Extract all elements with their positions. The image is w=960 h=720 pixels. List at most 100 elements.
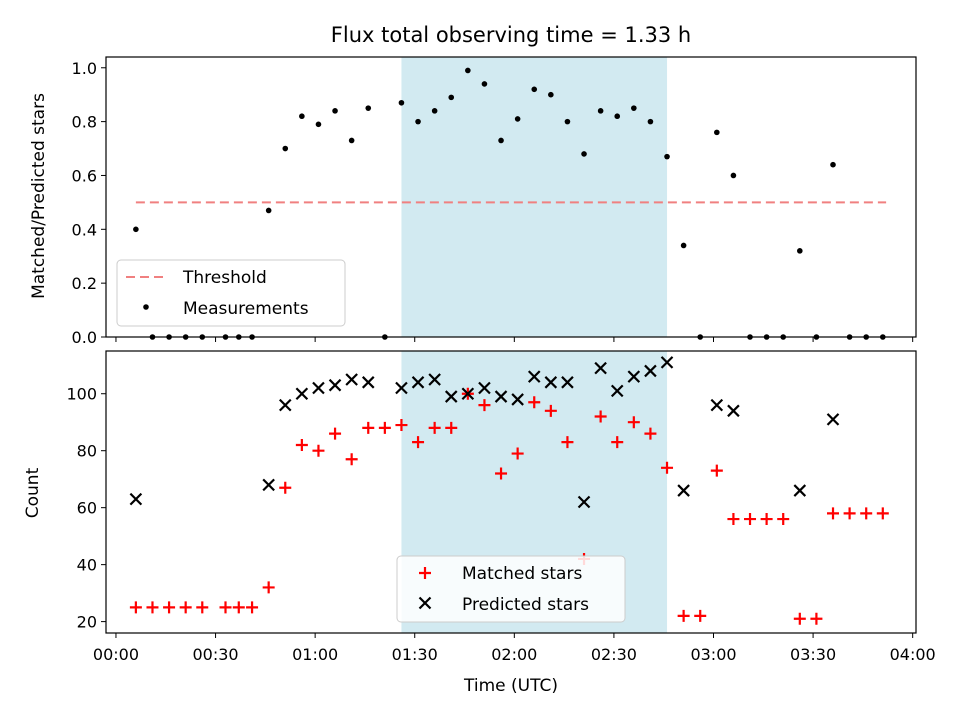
measurement-point [315,121,322,128]
matched-star-point [232,601,245,614]
matched-star-point [478,399,491,412]
top-y-tick-label: 0.4 [72,220,97,239]
predicted-star-point [295,387,309,401]
predicted-star-point [577,495,591,509]
measurement-point [631,105,637,111]
figure-title: Flux total observing time = 1.33 h [331,23,691,47]
measurement-point [398,99,405,106]
predicted-star-point [444,390,458,403]
matched-star-point [677,609,690,622]
matched-star-point [412,436,425,449]
bottom-y-tick-label: 100 [66,385,97,404]
predicted-star-point [710,398,724,412]
measurement-point [431,108,438,114]
predicted-star-point [527,370,541,383]
legend-predicted-swatch [418,596,432,610]
matched-star-point [876,507,889,520]
predicted-star-point [826,413,840,426]
x-tick-label: 02:30 [591,645,637,664]
measurement-point [365,105,372,111]
predicted-star-point [660,356,674,369]
matched-star-point [495,467,508,480]
predicted-star-point [361,376,375,389]
measurement-point [481,81,488,87]
top-legend-box [116,259,346,327]
bottom-y-tick-label: 60 [77,499,97,518]
x-tick-label: 04:00 [890,645,936,664]
matched-star-point [378,421,391,434]
matched-star-point [793,612,806,625]
measurement-point [448,94,455,101]
measurement-point [564,118,571,125]
measurement-point [514,116,521,122]
matched-star-point [511,447,524,460]
top-y-tick-label: 0.8 [72,113,97,132]
matched-star-point [744,513,757,526]
predicted-star-point [428,373,441,386]
top-plot-frame [105,56,917,338]
matched-star-point [760,513,773,526]
x-tick-label: 03:30 [790,645,836,664]
measurement-point [415,118,421,125]
predicted-star-point [312,381,325,395]
matched-star-point [611,436,624,449]
matched-star-point [627,416,640,429]
bottom-legend: Matched stars Predicted stars [396,555,626,623]
matched-star-point [594,410,607,423]
matched-star-point [694,609,707,622]
matched-star-point [727,513,740,526]
matched-star-point [295,439,308,451]
predicted-star-point [278,398,292,412]
matched-star-point [179,601,192,614]
matched-star-point [544,404,557,417]
top-panel: 0.0 0.2 0.4 0.6 0.8 1.0 Threshold Measurements [72,56,917,347]
x-tick-label: 01:30 [392,645,438,664]
measurement-point [531,86,538,93]
predicted-star-point [561,376,574,389]
matched-star-point [445,421,458,434]
x-tick-label: 00:00 [93,645,139,664]
top-legend: Threshold Measurements [116,259,346,327]
measurement-point [647,118,654,125]
matched-star-point [219,601,232,614]
measurement-point [830,161,836,168]
measurement-point [498,137,504,144]
x-tick-label: 03:00 [690,645,736,664]
matched-star-point [329,427,342,440]
measurement-point [730,172,737,179]
matched-star-point [428,421,441,434]
legend-measurements-swatch [143,304,149,310]
measurement-point [282,145,289,152]
bottom-y-axis-label: Count [23,467,43,518]
measurement-point [348,137,355,144]
legend-matched-swatch [419,567,431,579]
predicted-star-point [395,381,408,395]
matched-star-point [561,436,574,449]
legend-threshold-label: Threshold [182,268,267,288]
top-y-tick-label: 0.6 [72,166,97,185]
matched-star-point [129,601,142,614]
matched-star-point [827,507,840,520]
bottom-plot-frame [105,350,917,634]
matched-star-point [146,601,159,614]
legend-matched-label: Matched stars [462,564,582,584]
bottom-y-tick-label: 80 [77,442,97,461]
measurement-point [664,153,670,160]
matched-star-point [362,421,375,434]
bottom-legend-box [396,555,626,623]
matched-star-point [395,419,408,432]
x-tick-label: 02:00 [491,645,537,664]
predicted-star-point [544,376,558,389]
measurement-point [299,113,305,120]
measurement-point [597,108,604,114]
matched-star-point [279,481,292,494]
measurement-point [332,108,338,114]
bottom-y-tick-label: 20 [77,613,97,632]
matched-star-point [843,507,856,520]
matched-star-point [860,507,873,520]
measurement-point [714,129,720,136]
matched-star-point [528,396,541,409]
matched-star-point [312,444,325,457]
measurement-point [581,151,587,157]
